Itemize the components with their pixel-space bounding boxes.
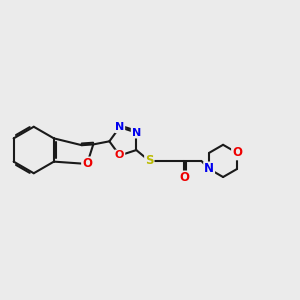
Text: O: O bbox=[179, 172, 189, 184]
Text: N: N bbox=[115, 122, 124, 132]
Text: S: S bbox=[145, 154, 154, 167]
Text: O: O bbox=[82, 158, 92, 170]
Text: O: O bbox=[115, 151, 124, 160]
Text: O: O bbox=[232, 146, 242, 159]
Text: N: N bbox=[204, 163, 214, 176]
Text: N: N bbox=[132, 128, 141, 138]
